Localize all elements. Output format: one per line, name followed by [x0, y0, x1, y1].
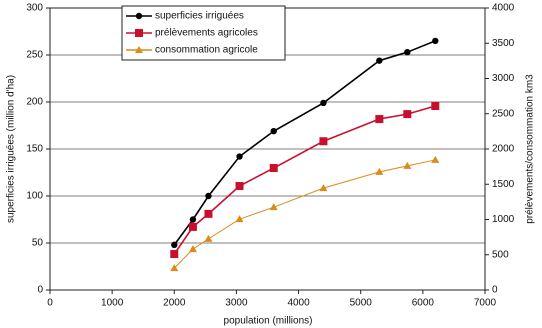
marker	[403, 161, 412, 169]
marker	[135, 12, 143, 20]
legend-label: consommation agricole	[155, 45, 258, 56]
y-tick-label: 200	[26, 97, 43, 108]
marker	[431, 101, 440, 110]
marker	[269, 164, 278, 173]
y-tick-label: 250	[26, 50, 43, 61]
marker	[170, 250, 179, 259]
marker	[376, 57, 383, 64]
marker	[375, 167, 384, 175]
y-tick-label: 50	[32, 238, 44, 249]
marker	[431, 155, 440, 163]
marker	[170, 264, 179, 272]
marker	[204, 234, 213, 242]
y-tick-label: 100	[26, 191, 43, 202]
y2-tick-label: 3500	[492, 38, 515, 49]
x-axis-label: population (millions)	[224, 316, 313, 327]
y-tick-label: 0	[37, 285, 43, 296]
marker	[171, 241, 178, 249]
marker	[204, 209, 213, 218]
marker	[403, 110, 412, 119]
y2-tick-label: 4000	[492, 3, 515, 14]
series-line	[173, 40, 436, 246]
x-tick-label: 3000	[225, 298, 248, 309]
marker	[375, 115, 384, 124]
x-tick-label: 6000	[412, 298, 435, 309]
x-tick-label: 5000	[350, 298, 373, 309]
marker	[235, 215, 244, 223]
marker	[404, 48, 411, 56]
marker	[205, 192, 212, 200]
marker	[236, 153, 243, 160]
marker	[320, 99, 327, 107]
y2-tick-label: 2000	[492, 144, 515, 155]
marker	[189, 216, 197, 223]
series-line	[173, 159, 436, 269]
y2-axis-label: prélèvements/consommation km3	[525, 74, 536, 224]
y2-tick-label: 500	[492, 249, 509, 260]
marker	[270, 127, 277, 135]
y2-tick-label: 3000	[492, 73, 515, 84]
y2-tick-label: 0	[492, 285, 498, 296]
y-tick-label: 150	[26, 144, 43, 155]
y-axis-label: superficies irriguées (million d'ha)	[6, 75, 17, 223]
marker	[432, 37, 439, 45]
marker	[319, 184, 328, 192]
x-tick-label: 1000	[101, 298, 124, 309]
y2-tick-label: 1000	[492, 214, 515, 225]
marker	[235, 182, 244, 191]
y-tick-label: 300	[26, 3, 43, 14]
y2-tick-label: 1500	[492, 179, 515, 190]
x-tick-label: 4000	[287, 298, 310, 309]
marker	[269, 203, 278, 211]
marker	[135, 46, 143, 53]
marker	[188, 222, 197, 231]
legend-label: prélèvements agricoles	[155, 28, 258, 39]
marker	[188, 245, 197, 253]
marker	[319, 137, 328, 146]
legend-label: superficies irriguées	[155, 11, 244, 22]
x-tick-label: 2000	[163, 298, 186, 309]
y2-tick-label: 2500	[492, 108, 515, 119]
x-tick-label: 7000	[474, 298, 497, 309]
series-line	[173, 105, 436, 255]
marker	[135, 29, 143, 37]
x-tick-label: 0	[47, 298, 53, 309]
